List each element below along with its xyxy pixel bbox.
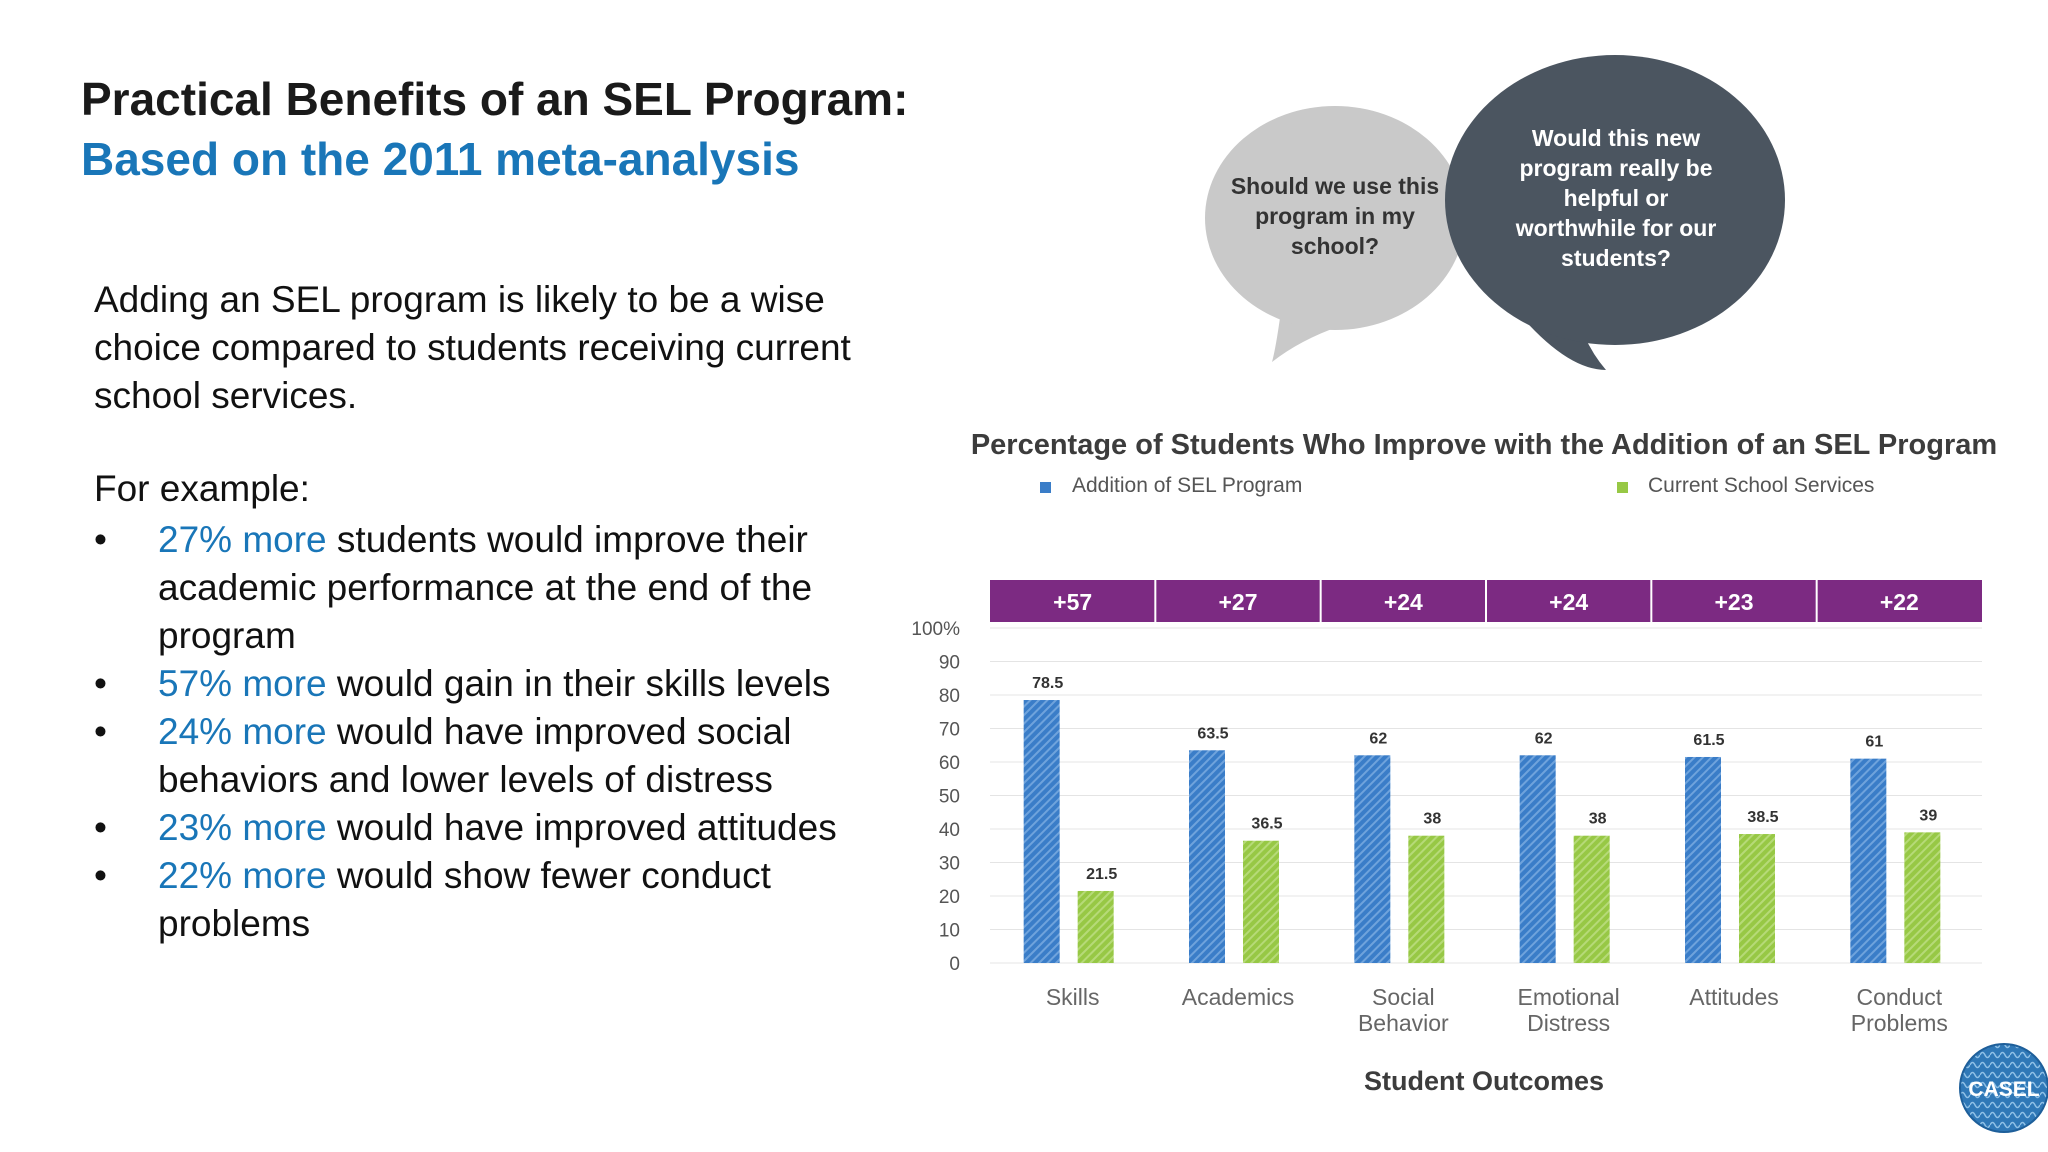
bullet-text: would show fewer conduct problems [158, 855, 771, 944]
slide-title: Practical Benefits of an SEL Program: [81, 73, 909, 125]
bullet-highlight: 22% more [158, 855, 327, 896]
difference-label: +27 [1218, 589, 1257, 615]
bullet-highlight: 57% more [158, 663, 327, 704]
bullet-icon: • [94, 855, 107, 896]
benefit-list: • 27% more students would improve their a… [94, 516, 894, 948]
bubble-right-text: students? [1561, 245, 1671, 271]
y-tick-label: 0 [949, 954, 960, 975]
y-tick-label: 80 [939, 686, 960, 707]
y-tick-label: 60 [939, 753, 960, 774]
casel-logo-text: CASEL [1968, 1078, 2039, 1101]
bullet-text: would have improved social behaviors and… [158, 711, 792, 800]
x-tick-label: Conduct [1856, 984, 1942, 1010]
bar-label-current: 36.5 [1251, 816, 1282, 833]
bar-sel [1519, 755, 1556, 963]
difference-label: +23 [1714, 589, 1753, 615]
bullet-item: • 23% more would have improved attitudes [94, 804, 894, 852]
bar-label-current: 21.5 [1086, 866, 1117, 883]
y-tick-label: 90 [939, 653, 960, 674]
x-tick-label: Academics [1182, 984, 1294, 1010]
x-tick-label: Problems [1851, 1010, 1948, 1036]
x-tick-label: Attitudes [1689, 984, 1779, 1010]
bullet-icon: • [94, 711, 107, 752]
bubble-right-text: program really be [1519, 155, 1712, 181]
y-tick-label: 30 [939, 854, 960, 875]
bar-current [1904, 832, 1941, 963]
intro-paragraph: Adding an SEL program is likely to be a … [94, 279, 851, 416]
bar-sel [1354, 755, 1391, 963]
bubble-right-text: worthwhile for our [1515, 215, 1717, 241]
speech-bubble-right [1445, 55, 1785, 345]
bullet-item: • 57% more would gain in their skills lev… [94, 660, 894, 708]
bar-label-sel: 78.5 [1032, 675, 1063, 692]
y-tick-label: 70 [939, 720, 960, 741]
bullet-highlight: 24% more [158, 711, 327, 752]
y-tick-label: 10 [939, 921, 960, 942]
bar-current [1243, 840, 1279, 963]
bar-label-sel: 62 [1369, 730, 1387, 747]
bullet-icon: • [94, 519, 107, 560]
x-tick-label: Behavior [1358, 1010, 1449, 1036]
bullet-icon: • [94, 807, 107, 848]
bar-label-sel: 61.5 [1693, 732, 1724, 749]
legend-label-current: Current School Services [1648, 474, 1874, 497]
x-tick-label: Social [1372, 984, 1435, 1010]
difference-label: +22 [1880, 589, 1919, 615]
bar-current [1739, 834, 1775, 963]
bar-sel [1850, 758, 1887, 963]
bullet-item: • 27% more students would improve their a… [94, 516, 894, 660]
bar-sel [1023, 700, 1060, 963]
bullet-text: would have improved attitudes [326, 807, 837, 848]
bar-label-sel: 63.5 [1197, 725, 1228, 742]
bullet-icon: • [94, 663, 107, 704]
difference-label: +24 [1549, 589, 1588, 615]
bar-label-current: 39 [1919, 807, 1937, 824]
chart-title: Percentage of Students Who Improve with … [971, 429, 1997, 461]
bullet-item: • 22% more would show fewer conduct probl… [94, 852, 894, 948]
speech-bubble-left [1205, 106, 1465, 330]
x-tick-label: Emotional [1518, 984, 1620, 1010]
example-label: For example: [94, 468, 310, 509]
bubble-right-text: helpful or [1564, 185, 1669, 211]
y-tick-label: 20 [939, 887, 960, 908]
bar-sel [1685, 756, 1721, 963]
bullet-highlight: 23% more [158, 807, 327, 848]
bubble-left-text: program in my [1255, 203, 1415, 229]
legend-label-sel: Addition of SEL Program [1072, 474, 1302, 497]
sel-outcomes-chart: Should we use this program in my school? Wo… [911, 55, 2048, 1133]
bar-label-current: 38 [1589, 811, 1607, 828]
bubble-right-text: Would this new [1532, 125, 1700, 151]
legend-swatch-sel [1040, 482, 1051, 493]
y-tick-label: 100% [911, 619, 960, 640]
x-tick-label: Distress [1527, 1010, 1610, 1036]
bubble-left-text: Should we use this [1231, 173, 1439, 199]
slide-subtitle: Based on the 2011 meta-analysis [81, 133, 800, 185]
bar-current [1573, 835, 1610, 963]
bullet-highlight: 27% more [158, 519, 327, 560]
bar-label-sel: 61 [1865, 734, 1883, 751]
bar-sel [1189, 750, 1225, 963]
x-axis-title: Student Outcomes [1364, 1066, 1604, 1096]
legend-swatch-current [1617, 482, 1628, 493]
y-tick-label: 50 [939, 787, 960, 808]
bar-label-current: 38.5 [1747, 809, 1778, 826]
bar-label-current: 38 [1423, 811, 1441, 828]
bar-current [1408, 835, 1445, 963]
y-tick-label: 40 [939, 820, 960, 841]
bar-label-sel: 62 [1535, 730, 1553, 747]
difference-label: +24 [1384, 589, 1423, 615]
bullet-text: would gain in their skills levels [326, 663, 831, 704]
bubble-left-text: school? [1291, 233, 1379, 259]
x-tick-label: Skills [1046, 984, 1100, 1010]
bar-current [1077, 890, 1114, 963]
bullet-text: students would improve their academic pe… [158, 519, 813, 656]
bullet-item: • 24% more would have improved social beh… [94, 708, 894, 804]
casel-logo [1959, 1043, 2048, 1133]
difference-label: +57 [1053, 589, 1092, 615]
